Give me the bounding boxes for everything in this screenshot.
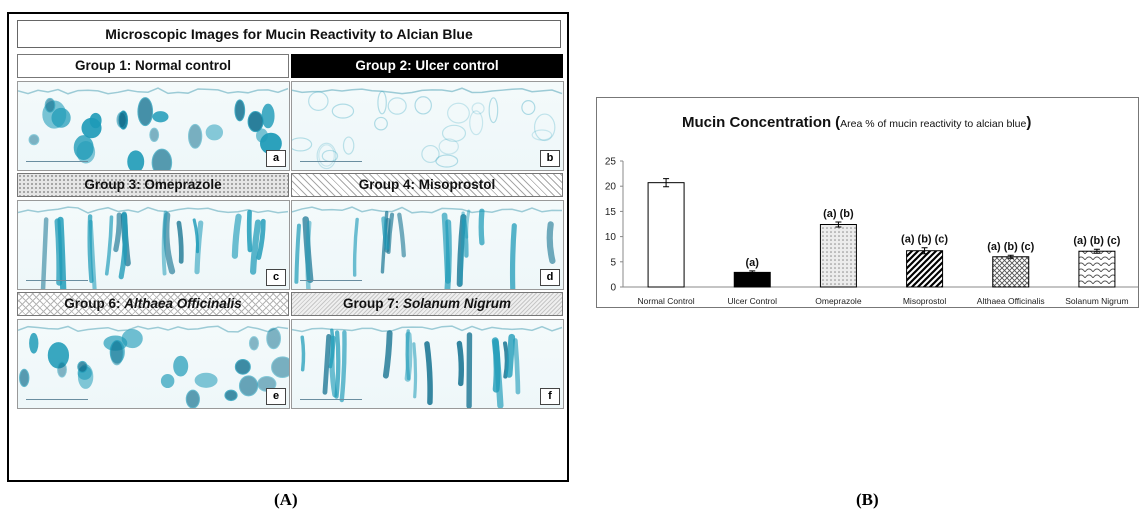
micrograph-f: f [291, 319, 564, 409]
chart-bars: Normal Control (a) Ulcer Control (a) (b) Ome… [638, 178, 1129, 306]
stained-tissue-image [292, 206, 563, 289]
significance-label: (a) (b) (c) [901, 234, 948, 246]
micrograph-panel: Microscopic Images for Mucin Reactivity … [7, 12, 569, 482]
group-label-d: Group 4: Misoprostol [291, 173, 563, 197]
group-label-name: Ulcer control [415, 58, 499, 73]
bar-normal-control [647, 182, 685, 288]
bar-ulcer-control [733, 271, 771, 288]
chart-subtitle-close: ) [1026, 114, 1031, 131]
error-bar [749, 270, 756, 275]
panel-letter-tag: d [540, 269, 560, 286]
panel-letter-tag: b [540, 150, 560, 167]
significance-label: (a) (b) (c) [1073, 235, 1120, 247]
significance-label: (a) [746, 257, 760, 269]
micrograph-a: a [17, 81, 290, 171]
mucin-bar-chart: Mucin Concentration (Area % of mucin reac… [605, 114, 1138, 306]
chart-axes: 0 5 10 15 20 25 [605, 157, 1138, 294]
chart-title: Mucin Concentration (Area % of mucin reac… [682, 114, 1031, 131]
group-label-name: Althaea Officinalis [124, 296, 242, 311]
panel-letter-tag: a [266, 150, 286, 167]
stained-tissue-image [292, 87, 563, 170]
micrograph-e: e [17, 319, 290, 409]
panel-letter-tag: c [266, 269, 286, 286]
y-tick-label: 5 [610, 257, 616, 268]
panel-a-title: Microscopic Images for Mucin Reactivity … [17, 20, 561, 48]
group-label-prefix: Group 6: [64, 296, 125, 311]
group-label-prefix: Group 1: [74, 58, 135, 73]
group-label-name: Omeprazole [144, 177, 222, 192]
x-category-label: Solanum Nigrum [1065, 296, 1128, 306]
group-label-a: Group 1: Normal control [17, 54, 289, 78]
bar-althaea-officinalis [992, 256, 1030, 288]
stained-tissue-image [292, 325, 563, 408]
group-label-c: Group 3: Omeprazole [17, 173, 289, 197]
group-label-name: Normal control [134, 58, 231, 73]
stained-tissue-image [18, 87, 289, 170]
y-tick-label: 25 [605, 157, 617, 168]
group-label-e: Group 6: Althaea Officinalis [17, 292, 289, 316]
significance-label: (a) (b) [823, 208, 854, 220]
group-label-prefix: Group 4: [358, 177, 419, 192]
error-bar [835, 221, 842, 228]
stained-tissue-image [18, 325, 289, 408]
panel-letter-tag: e [266, 388, 286, 405]
group-label-prefix: Group 7: [342, 296, 403, 311]
panel-letter-tag: f [540, 388, 560, 405]
micrograph-d: d [291, 200, 564, 290]
group-label-prefix: Group 3: [84, 177, 145, 192]
error-bar [921, 247, 928, 255]
scale-bar [26, 280, 88, 281]
micrograph-b: b [291, 81, 564, 171]
y-tick-label: 20 [605, 182, 617, 193]
bar-misoprostol [906, 250, 944, 288]
x-category-label: Omeprazole [815, 296, 862, 306]
group-label-f: Group 7: Solanum Nigrum [291, 292, 563, 316]
group-label-name: Misoprostol [418, 177, 496, 192]
scale-bar [300, 161, 362, 162]
chart-subtitle-open: ( [835, 114, 840, 131]
stained-tissue-image [18, 206, 289, 289]
x-category-label: Ulcer Control [727, 296, 777, 306]
bar-omeprazole [819, 224, 857, 288]
x-category-label: Normal Control [638, 296, 695, 306]
caption-a: (A) [274, 490, 298, 509]
y-tick-label: 15 [605, 207, 617, 218]
group-label-b: Group 2: Ulcer control [291, 54, 563, 78]
scale-bar [300, 280, 362, 281]
chart-panel: Mucin Concentration (Area % of mucin reac… [596, 97, 1139, 308]
significance-label: (a) (b) (c) [987, 241, 1034, 253]
x-category-label: Althaea Officinalis [977, 296, 1045, 306]
group-label-prefix: Group 2: [355, 58, 416, 73]
chart-title-main: Mucin Concentration [682, 114, 831, 131]
error-bar [1007, 254, 1014, 259]
micrograph-c: c [17, 200, 290, 290]
scale-bar [26, 161, 88, 162]
chart-subtitle: Area % of mucin reactivity to alcian blu… [840, 118, 1026, 130]
scale-bar [26, 399, 88, 400]
error-bar [663, 178, 670, 188]
caption-b: (B) [856, 490, 879, 509]
bar-solanum-nigrum [1078, 250, 1116, 288]
x-category-label: Misoprostol [903, 296, 947, 306]
error-bar [1093, 248, 1100, 254]
group-label-name: Solanum Nigrum [402, 296, 511, 311]
y-tick-label: 10 [605, 232, 617, 243]
y-tick-label: 0 [610, 283, 616, 294]
scale-bar [300, 399, 362, 400]
